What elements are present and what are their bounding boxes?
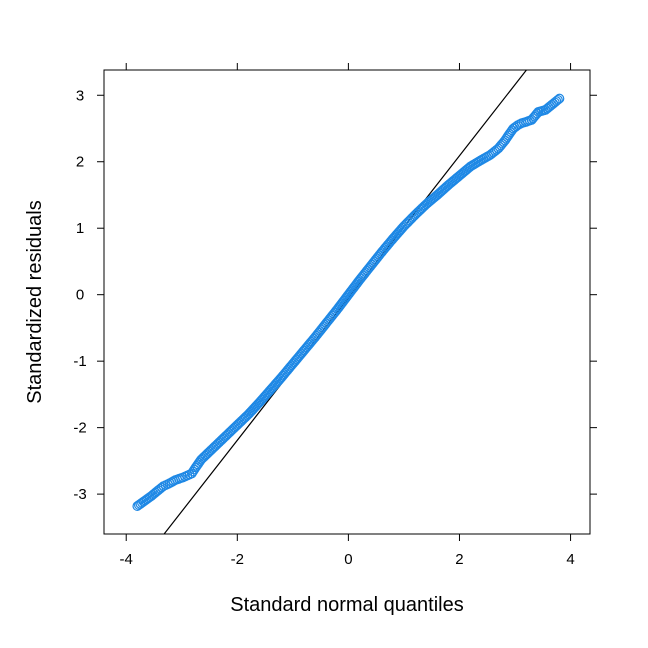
data-point xyxy=(553,94,563,105)
data-point xyxy=(551,96,562,106)
data-point xyxy=(554,93,565,104)
tick-labels: -4 -2 0 2 4 -3 -2 -1 0 1 2 3 xyxy=(73,87,574,568)
x-tick-label: 4 xyxy=(566,551,574,568)
data-point xyxy=(498,137,509,147)
plot-frame xyxy=(103,69,591,535)
data-point xyxy=(514,119,525,130)
y-tick-label: 0 xyxy=(76,287,84,304)
x-tick-label: -4 xyxy=(120,551,133,568)
y-tick-label: -2 xyxy=(73,420,86,437)
x-tick-label: 2 xyxy=(455,551,463,568)
x-tick-label: 0 xyxy=(344,551,352,568)
y-tick-label: -3 xyxy=(73,486,86,503)
y-tick-label: 3 xyxy=(76,87,84,104)
y-axis-title: Standardized residuals xyxy=(24,200,46,403)
y-tick-label: 2 xyxy=(76,154,84,171)
x-tick-label: -2 xyxy=(231,551,244,568)
points-layer xyxy=(132,93,565,511)
x-axis-title: Standard normal quantiles xyxy=(230,594,463,616)
reference-line-layer xyxy=(163,70,528,534)
data-point xyxy=(509,122,520,133)
axis-ticks xyxy=(97,63,597,541)
y-tick-label: 1 xyxy=(76,220,84,237)
reference-line xyxy=(163,70,528,534)
y-tick-label: -1 xyxy=(73,353,86,370)
